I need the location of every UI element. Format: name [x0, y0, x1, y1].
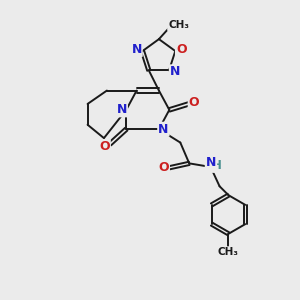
- Text: O: O: [176, 43, 187, 56]
- Text: CH₃: CH₃: [218, 247, 239, 257]
- Text: H: H: [212, 159, 221, 172]
- Text: O: O: [99, 140, 110, 153]
- Text: CH₃: CH₃: [168, 20, 189, 30]
- Text: N: N: [158, 123, 169, 136]
- Text: O: O: [189, 96, 199, 109]
- Text: N: N: [170, 65, 180, 78]
- Text: N: N: [117, 103, 127, 116]
- Text: N: N: [206, 156, 216, 169]
- Text: N: N: [131, 43, 142, 56]
- Text: O: O: [158, 161, 169, 174]
